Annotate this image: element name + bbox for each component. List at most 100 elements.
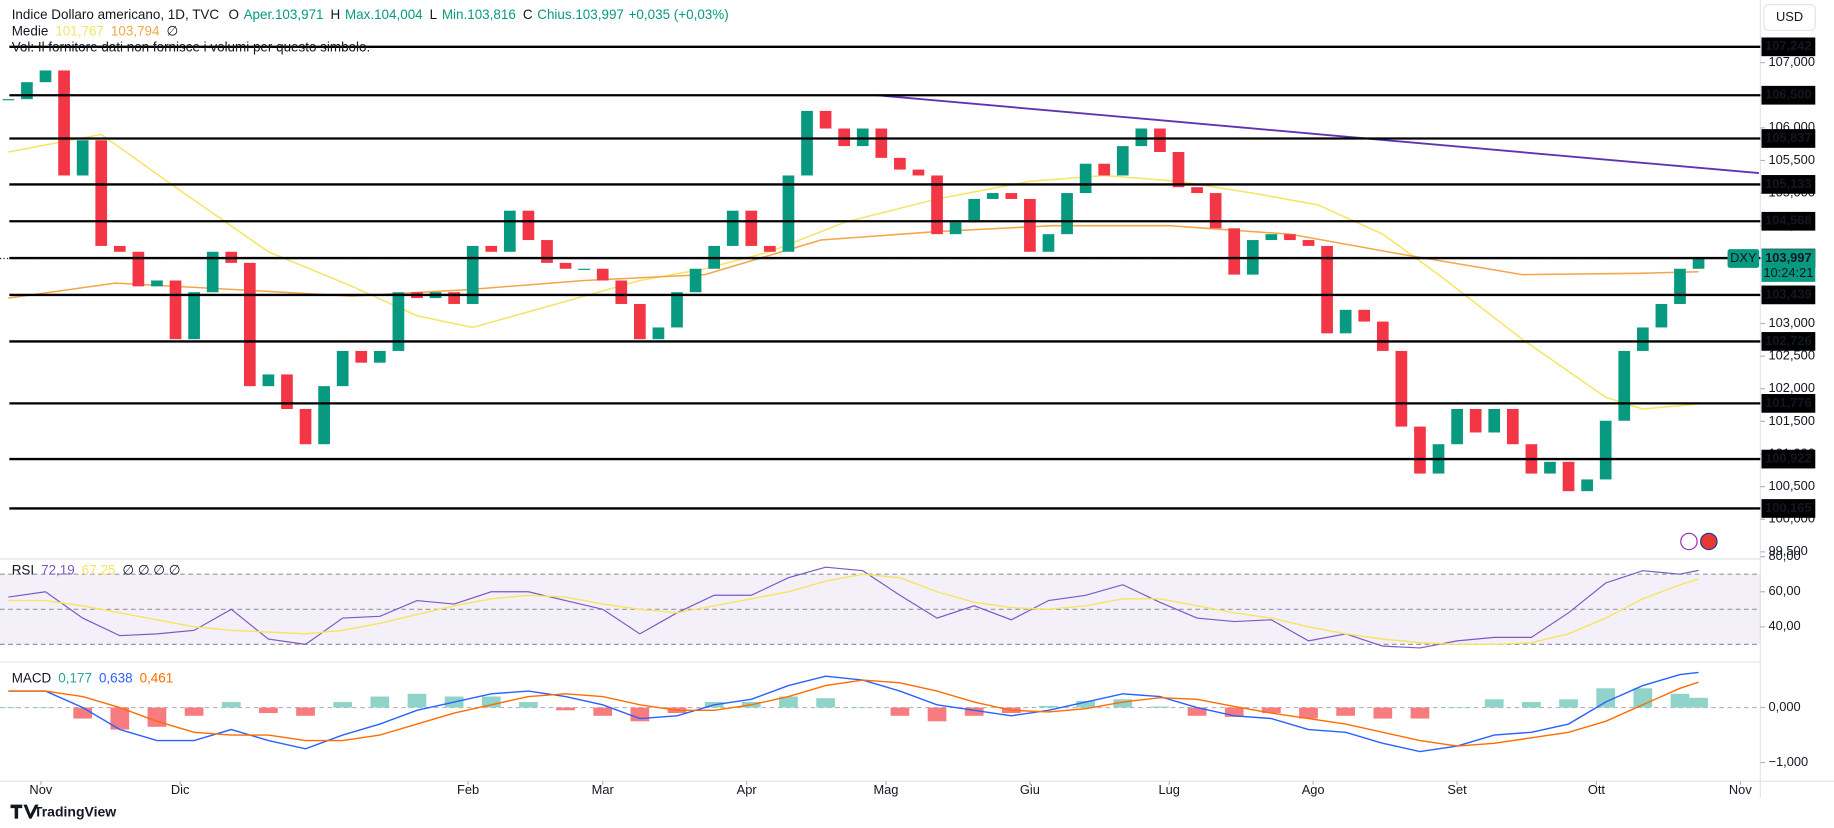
candle	[318, 386, 330, 445]
candle	[1116, 146, 1129, 176]
level-label: 100,165	[1765, 500, 1811, 515]
histogram-bar	[407, 693, 427, 708]
x-tick-label: Mag	[873, 782, 898, 797]
candle	[726, 210, 739, 246]
x-tick-label: Nov	[1729, 782, 1752, 797]
level-label: 101,776	[1765, 395, 1811, 410]
histogram-bar	[1113, 699, 1133, 708]
candle	[1692, 258, 1705, 269]
x-tick-label: Feb	[457, 782, 479, 797]
histogram-bar	[1522, 702, 1541, 708]
histogram-bar	[184, 707, 204, 716]
candle	[559, 262, 572, 269]
macd-signal-value: 0,461	[140, 670, 174, 685]
last-price-tag	[1761, 249, 1816, 282]
histogram-bar	[481, 696, 501, 708]
candle	[262, 374, 275, 387]
candle	[1135, 128, 1148, 147]
level-label: 105,837	[1765, 130, 1811, 145]
volume-note: Vol: Il fornitore dati non fornisce i vo…	[12, 39, 371, 54]
candle	[76, 140, 89, 176]
candle	[1024, 198, 1036, 252]
candle	[169, 280, 182, 340]
candle	[1265, 234, 1278, 241]
histogram-bar	[73, 707, 93, 719]
x-tick-label: Set	[1447, 782, 1467, 797]
header-line: Indice Dollaro americano, 1D, TVC O Aper.1…	[12, 7, 729, 22]
histogram-bar	[816, 698, 835, 708]
candle	[1636, 327, 1649, 351]
y-tick-label: 101,500	[1769, 413, 1815, 428]
macd-legend: MACD 0,177 0,638 0,461	[12, 670, 174, 685]
currency-label[interactable]: USD	[1776, 9, 1803, 24]
ohlc-change: +0,035 (+0,03%)	[629, 7, 729, 22]
candle	[1339, 309, 1352, 334]
histogram-bar	[1262, 707, 1281, 714]
histogram-bar	[370, 696, 390, 708]
y-tick-label: 107,000	[1769, 54, 1815, 69]
histogram-bar	[1689, 697, 1708, 708]
candle	[1655, 303, 1668, 328]
candle	[206, 251, 219, 293]
candle	[652, 327, 665, 340]
histogram-bar	[927, 707, 947, 722]
currency-button[interactable]	[1763, 4, 1816, 31]
candle	[1209, 193, 1222, 229]
candle	[1191, 187, 1203, 194]
x-tick-label: Lug	[1158, 782, 1179, 797]
histogram-bar	[259, 707, 278, 714]
candle	[1414, 426, 1426, 474]
ma-legend: Medie 101,767 103,794 ∅	[12, 23, 179, 38]
candle	[299, 408, 312, 445]
ohlc-label: C	[523, 7, 533, 22]
candle	[39, 70, 52, 83]
level-tag	[1761, 394, 1816, 413]
level-tag	[1761, 332, 1816, 351]
candle	[615, 280, 628, 304]
candle	[95, 140, 108, 246]
candle	[1544, 461, 1556, 474]
y-tick-label: 60,00	[1769, 583, 1801, 598]
flag-icon[interactable]	[1700, 532, 1718, 551]
candle	[764, 245, 776, 252]
y-tick-label: 105,500	[1769, 152, 1815, 167]
candle	[21, 82, 33, 100]
rsi-legend: RSI 72,19 67,25 ∅ ∅ ∅ ∅	[12, 562, 181, 577]
histogram-bar	[1299, 707, 1318, 719]
candle	[113, 245, 126, 252]
histogram-bar	[221, 702, 241, 708]
histogram-bar	[890, 707, 910, 716]
candle	[1284, 234, 1296, 241]
rsi-ma-value: 67,25	[82, 562, 116, 577]
rsi-hidden: ∅ ∅ ∅ ∅	[122, 562, 180, 577]
candle	[1172, 151, 1185, 188]
trendline	[876, 94, 1760, 175]
y-tick-label: 40,00	[1769, 618, 1801, 633]
rsi-title: RSI	[12, 562, 34, 577]
ohlc-label: O	[228, 7, 238, 22]
event-icon[interactable]	[1680, 532, 1698, 551]
candle	[801, 110, 813, 176]
histogram-bar	[1039, 705, 1058, 708]
histogram-bar	[556, 707, 575, 711]
level-label: 100,922	[1765, 450, 1811, 465]
candle	[132, 251, 145, 287]
candle	[1506, 408, 1519, 445]
macd-hist-value: 0,177	[58, 670, 92, 685]
candle	[522, 210, 535, 241]
candle	[1154, 128, 1166, 152]
level-label: 102,726	[1765, 333, 1811, 348]
candle	[1469, 408, 1482, 433]
candle	[1376, 321, 1389, 351]
candle	[1228, 228, 1241, 275]
candle	[188, 292, 200, 340]
histogram-bar	[1373, 707, 1393, 719]
histogram-bar	[1559, 699, 1578, 708]
ohlc-value: Chius.103,997	[537, 7, 624, 22]
candle	[1674, 268, 1686, 304]
candle	[392, 292, 405, 351]
candle	[1451, 408, 1463, 445]
histogram-bar	[1076, 700, 1095, 708]
histogram-bar	[519, 702, 538, 708]
